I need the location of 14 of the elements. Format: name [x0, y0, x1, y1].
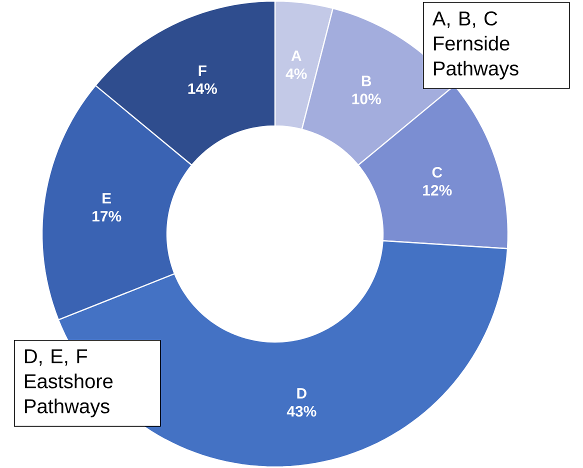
data-label: 43% — [286, 406, 316, 417]
text: A, B, C Fernside Pathways — [432, 11, 518, 80]
slice-label: A — [291, 50, 302, 61]
data-label: 14% — [188, 83, 218, 94]
slice-label: D — [297, 388, 306, 398]
slice-label: C — [432, 167, 442, 178]
text: D, E, F Eastshore Pathways — [25, 349, 113, 418]
data-label: 10% — [352, 94, 381, 104]
slice-label: B — [362, 76, 372, 86]
data-label: 12% — [423, 185, 452, 196]
slice-label: F — [198, 66, 206, 76]
slice-label: E — [102, 193, 112, 204]
data-label: 4% — [286, 68, 307, 80]
data-label: 17% — [92, 210, 122, 222]
